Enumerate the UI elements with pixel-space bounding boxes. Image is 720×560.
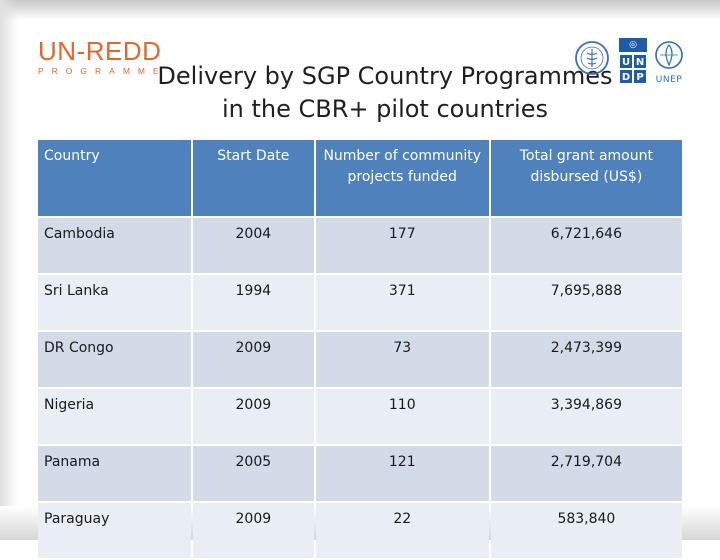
cell-grant: 2,719,704 <box>490 446 682 501</box>
cell-start-date: 2004 <box>192 218 314 273</box>
slide-top-edge <box>0 0 720 20</box>
fao-logo-icon <box>574 40 610 80</box>
table-row: Paraguay 2009 22 583,840 <box>38 503 682 558</box>
header-projects-funded: Number of community projects funded <box>315 140 489 216</box>
table-header-row: Country Start Date Number of community p… <box>38 140 682 216</box>
cell-grant: 7,695,888 <box>490 275 682 330</box>
header-grant-amount: Total grant amount disbursed (US$) <box>490 140 682 216</box>
table-row: DR Congo 2009 73 2,473,399 <box>38 332 682 387</box>
cell-start-date: 2009 <box>192 389 314 444</box>
logo-main-text: UN-REDD <box>38 36 162 66</box>
cell-country: Paraguay <box>38 503 191 558</box>
undp-tile: U <box>619 54 633 69</box>
cell-projects: 22 <box>315 503 489 558</box>
cell-start-date: 1994 <box>192 275 314 330</box>
cell-projects: 371 <box>315 275 489 330</box>
cell-grant: 6,721,646 <box>490 218 682 273</box>
unep-emblem-icon <box>655 41 683 69</box>
undp-globe-icon: ◎ <box>619 38 647 52</box>
table-row: Sri Lanka 1994 371 7,695,888 <box>38 275 682 330</box>
cell-country: Nigeria <box>38 389 191 444</box>
slide-left-edge <box>0 0 18 540</box>
cell-grant: 2,473,399 <box>490 332 682 387</box>
delivery-table: Country Start Date Number of community p… <box>36 138 684 560</box>
cell-projects: 73 <box>315 332 489 387</box>
cell-grant: 3,394,869 <box>490 389 682 444</box>
cell-country: Panama <box>38 446 191 501</box>
cell-projects: 121 <box>315 446 489 501</box>
title-line-1: Delivery by SGP Country Programmes <box>157 62 613 90</box>
unep-logo: UNEP <box>654 40 684 85</box>
undp-logo: ◎ U N D P <box>619 38 647 88</box>
slide-title: Delivery by SGP Country Programmes in th… <box>150 60 620 126</box>
cell-projects: 177 <box>315 218 489 273</box>
cell-grant: 583,840 <box>490 503 682 558</box>
table-row: Nigeria 2009 110 3,394,869 <box>38 389 682 444</box>
table-row: Cambodia 2004 177 6,721,646 <box>38 218 682 273</box>
unep-label: UNEP <box>655 75 683 85</box>
cell-start-date: 2009 <box>192 503 314 558</box>
table-row: Panama 2005 121 2,719,704 <box>38 446 682 501</box>
undp-tile: N <box>633 54 647 69</box>
cell-country: Sri Lanka <box>38 275 191 330</box>
header-country: Country <box>38 140 191 216</box>
undp-tile: P <box>633 69 647 84</box>
un-redd-logo: UN-REDD PROGRAMME <box>38 38 167 76</box>
title-line-2: in the CBR+ pilot countries <box>222 95 548 123</box>
header-start-date: Start Date <box>192 140 314 216</box>
undp-tile: D <box>619 69 633 84</box>
cell-projects: 110 <box>315 389 489 444</box>
cell-start-date: 2005 <box>192 446 314 501</box>
logo-sub-text: PROGRAMME <box>38 66 167 76</box>
cell-country: Cambodia <box>38 218 191 273</box>
cell-start-date: 2009 <box>192 332 314 387</box>
cell-country: DR Congo <box>38 332 191 387</box>
